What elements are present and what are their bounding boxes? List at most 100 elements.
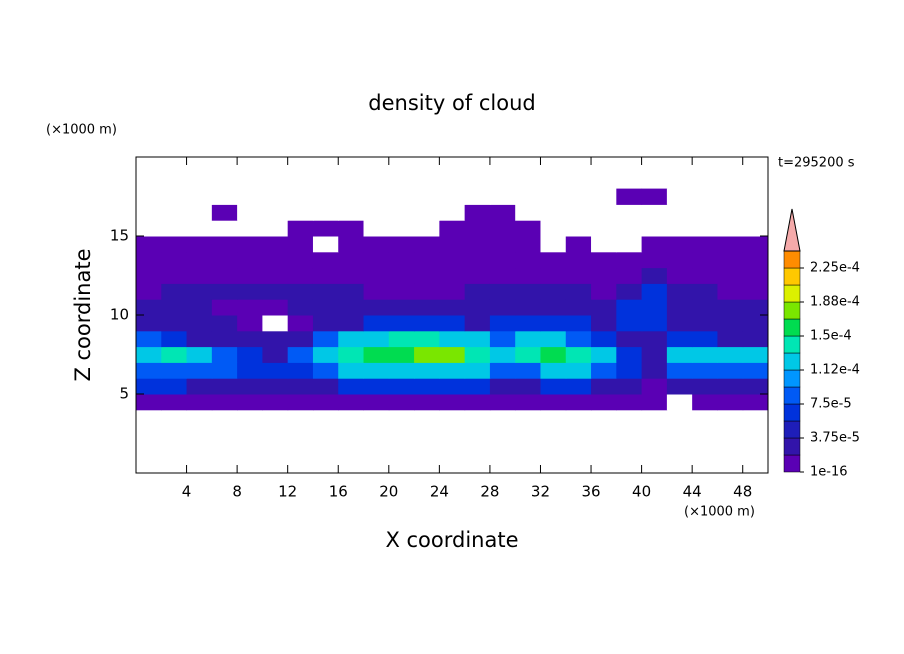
contour-cell bbox=[692, 283, 718, 300]
contour-cell bbox=[641, 251, 668, 269]
contour-cell bbox=[565, 394, 592, 411]
contour-cell bbox=[515, 283, 541, 300]
y-tick-label: 10 bbox=[110, 306, 129, 324]
contour-cell bbox=[641, 394, 668, 411]
contour-cell bbox=[540, 378, 567, 395]
contour-cell bbox=[666, 299, 693, 316]
colorbar-swatch bbox=[783, 403, 801, 422]
contour-cell bbox=[565, 204, 592, 221]
contour-cell bbox=[742, 267, 769, 284]
contour-cell bbox=[262, 267, 289, 284]
contour-cell bbox=[591, 267, 617, 284]
contour-cell bbox=[414, 378, 440, 395]
contour-cell bbox=[414, 251, 440, 269]
contour-cell bbox=[312, 362, 339, 379]
contour-cell bbox=[666, 267, 693, 284]
contour-cell bbox=[692, 236, 718, 253]
contour-cell bbox=[515, 330, 541, 348]
contour-cell bbox=[363, 220, 390, 237]
y-tick-label: 5 bbox=[119, 385, 129, 403]
colorbar-swatch bbox=[783, 284, 801, 303]
contour-cell bbox=[414, 267, 440, 284]
contour-cell bbox=[338, 315, 365, 332]
contour-cell bbox=[565, 283, 592, 300]
contour-cell bbox=[211, 204, 238, 221]
chart-title: density of cloud bbox=[368, 91, 535, 115]
contour-cell bbox=[489, 315, 516, 332]
contour-cell bbox=[186, 251, 213, 269]
contour-cell bbox=[591, 251, 617, 269]
contour-cell bbox=[591, 283, 617, 300]
colorbar-tick-label: 7.5e-5 bbox=[810, 397, 852, 412]
contour-cell bbox=[464, 394, 491, 411]
contour-cell bbox=[136, 362, 162, 379]
contour-cell bbox=[136, 251, 162, 269]
contour-cell bbox=[363, 204, 390, 221]
contour-cell bbox=[464, 346, 491, 363]
contour-cell bbox=[338, 283, 365, 300]
contour-cell bbox=[136, 394, 162, 411]
contour-cell bbox=[641, 267, 668, 284]
contour-cell bbox=[540, 204, 567, 221]
x-tick-label: 48 bbox=[733, 483, 752, 501]
contour-cell bbox=[237, 315, 263, 332]
contour-cell bbox=[666, 283, 693, 300]
contour-cell bbox=[237, 267, 263, 284]
contour-cell bbox=[742, 315, 769, 332]
contour-cell bbox=[717, 188, 744, 205]
colorbar-tick-label: 2.25e-4 bbox=[810, 261, 860, 276]
contour-cell bbox=[540, 394, 567, 411]
x-tick-label: 32 bbox=[531, 483, 550, 501]
x-axis-label: X coordinate bbox=[385, 528, 518, 552]
contour-cell bbox=[414, 188, 440, 205]
contour-cell bbox=[717, 283, 744, 300]
contour-cell bbox=[489, 204, 516, 221]
x-tick-label: 40 bbox=[632, 483, 651, 501]
contour-cell bbox=[363, 283, 390, 300]
contour-cell bbox=[186, 378, 213, 395]
contour-cell bbox=[312, 220, 339, 237]
contour-cell bbox=[136, 378, 162, 395]
contour-cell bbox=[717, 267, 744, 284]
contour-cell bbox=[262, 188, 289, 205]
contour-cell bbox=[464, 283, 491, 300]
contour-cell bbox=[262, 236, 289, 253]
contour-cell bbox=[464, 251, 491, 269]
contour-cell bbox=[515, 220, 541, 237]
contour-cell bbox=[388, 299, 415, 316]
contour-cell bbox=[464, 220, 491, 237]
contour-cell bbox=[363, 362, 390, 379]
y-tick-label: 15 bbox=[110, 227, 129, 245]
x-tick-label: 20 bbox=[379, 483, 398, 501]
contour-cell bbox=[742, 251, 769, 269]
contour-cell bbox=[692, 394, 718, 411]
contour-cell bbox=[439, 204, 466, 221]
contour-cell bbox=[262, 315, 289, 332]
contour-cell bbox=[262, 204, 289, 221]
contour-cell bbox=[211, 220, 238, 237]
contour-cell bbox=[136, 220, 162, 237]
contour-cell bbox=[489, 251, 516, 269]
contour-cell bbox=[692, 220, 718, 237]
contour-cell bbox=[666, 378, 693, 395]
contour-cell bbox=[414, 204, 440, 221]
contour-cell bbox=[641, 346, 668, 363]
contour-cell bbox=[489, 330, 516, 348]
contour-cell bbox=[489, 188, 516, 205]
contour-cell bbox=[388, 283, 415, 300]
contour-cell bbox=[287, 330, 314, 348]
contour-cell bbox=[464, 188, 491, 205]
contour-cell bbox=[591, 394, 617, 411]
contour-cell bbox=[363, 330, 390, 348]
contour-cell bbox=[692, 315, 718, 332]
contour-cell bbox=[565, 378, 592, 395]
contour-cell bbox=[186, 283, 213, 300]
contour-cell bbox=[540, 188, 567, 205]
contour-cell bbox=[338, 251, 365, 269]
contour-cell bbox=[565, 315, 592, 332]
contour-cell bbox=[161, 330, 188, 348]
contour-cell bbox=[717, 299, 744, 316]
contour-cell bbox=[515, 394, 541, 411]
contour-cell bbox=[363, 299, 390, 316]
